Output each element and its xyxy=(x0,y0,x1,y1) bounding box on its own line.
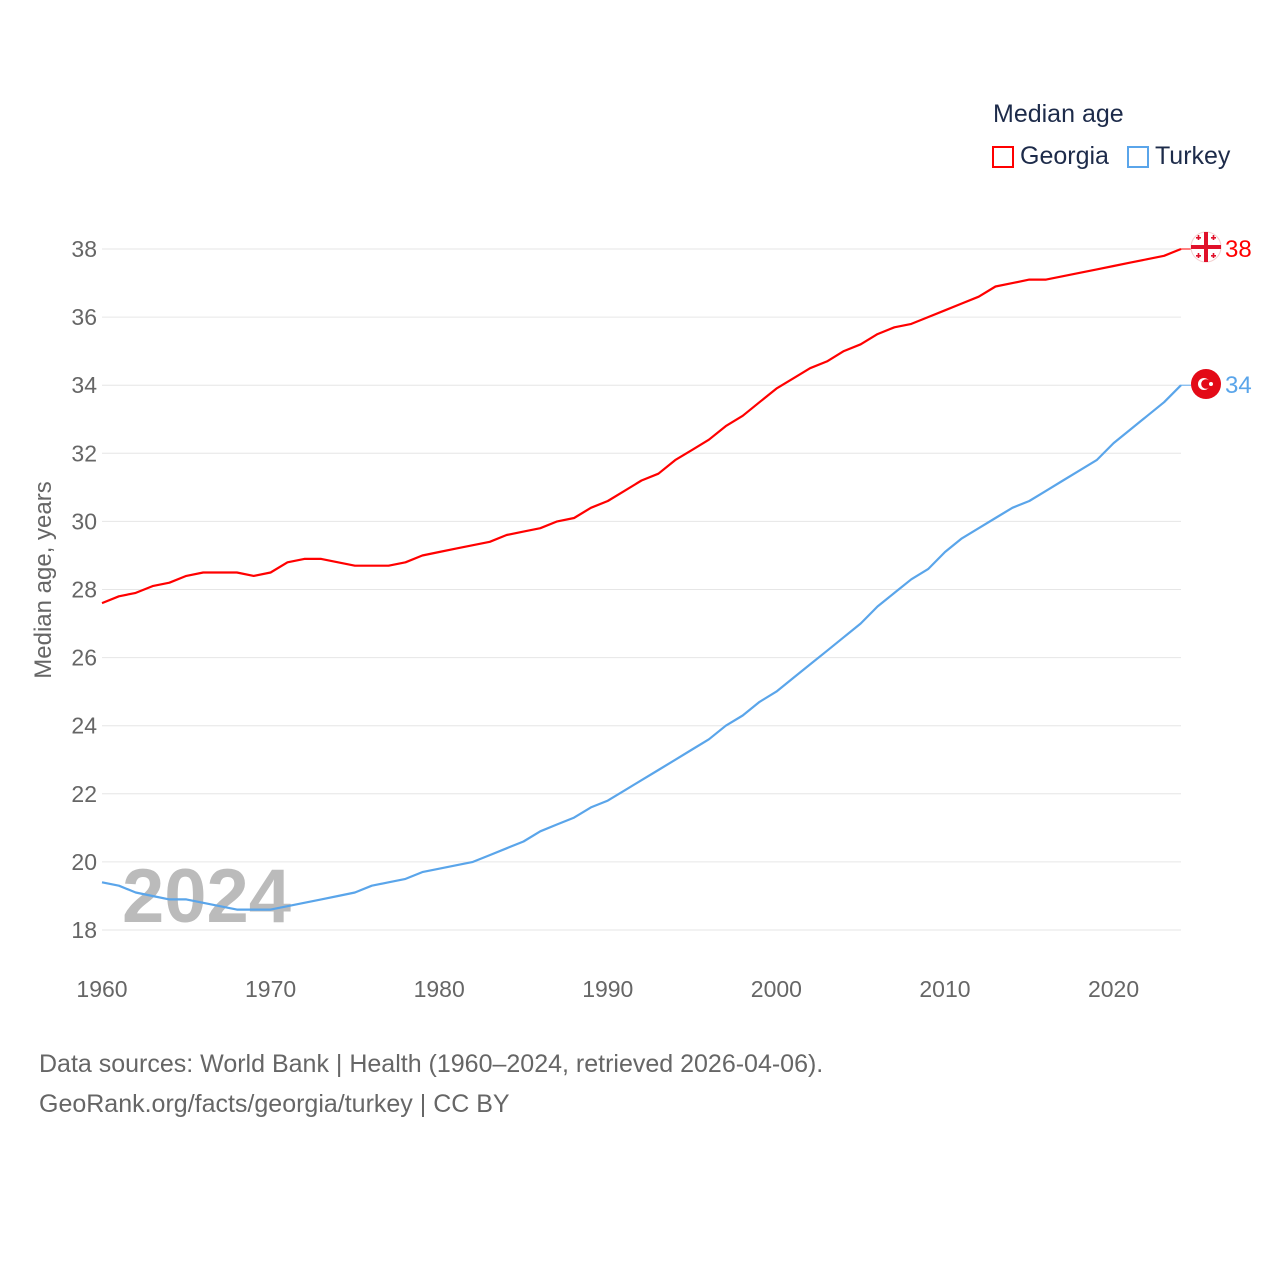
legend-item-georgia[interactable]: Georgia xyxy=(992,142,1109,171)
y-tick-label: 32 xyxy=(71,440,97,466)
source-line: Data sources: World Bank | Health (1960–… xyxy=(39,1050,824,1078)
y-tick-label: 18 xyxy=(71,917,97,943)
series-line-georgia xyxy=(101,247,1182,605)
legend-title: Median age xyxy=(993,100,1124,128)
series-line-turkey xyxy=(101,384,1182,911)
legend-label-turkey: Turkey xyxy=(1154,142,1231,170)
x-tick-label: 2000 xyxy=(751,976,802,1002)
y-tick-label: 24 xyxy=(71,713,97,739)
y-tick-label: 20 xyxy=(71,849,97,875)
line-chart: 2024 18 20 22 24 26 28 30 32 34 36 38 1960 1970 1980 1… xyxy=(30,231,1252,1002)
source-link[interactable]: GeoRank.org/facts/georgia/turkey | CC BY xyxy=(39,1090,510,1118)
y-tick-label: 34 xyxy=(71,372,97,398)
georgia-flag-icon xyxy=(1190,231,1222,263)
y-tick-label: 26 xyxy=(71,645,97,671)
legend-swatch-turkey xyxy=(1126,145,1149,168)
y-axis-label: Median age, years xyxy=(30,481,57,678)
end-value-label-turkey: 34 xyxy=(1225,372,1252,399)
legend-label-georgia: Georgia xyxy=(1020,142,1109,170)
legend: Georgia Turkey xyxy=(992,142,1230,171)
legend-item-turkey[interactable]: Turkey xyxy=(1126,142,1231,171)
year-watermark: 2024 xyxy=(122,854,291,939)
x-tick-label: 1980 xyxy=(414,976,465,1002)
y-tick-label: 22 xyxy=(71,781,97,807)
turkey-flag-icon xyxy=(1191,369,1221,399)
y-tick-label: 36 xyxy=(71,304,97,330)
end-value-label-georgia: 38 xyxy=(1225,236,1252,263)
x-tick-label: 1960 xyxy=(76,976,127,1002)
x-tick-label: 2010 xyxy=(919,976,970,1002)
x-tick-label: 1970 xyxy=(245,976,296,1002)
y-tick-label: 38 xyxy=(71,236,97,262)
data-source-footer: Data sources: World Bank | Health (1960–… xyxy=(39,1044,823,1124)
x-tick-label: 2020 xyxy=(1088,976,1139,1002)
y-tick-label: 30 xyxy=(71,508,97,534)
x-tick-label: 1990 xyxy=(582,976,633,1002)
y-tick-label: 28 xyxy=(71,577,97,603)
legend-swatch-georgia xyxy=(992,145,1014,168)
